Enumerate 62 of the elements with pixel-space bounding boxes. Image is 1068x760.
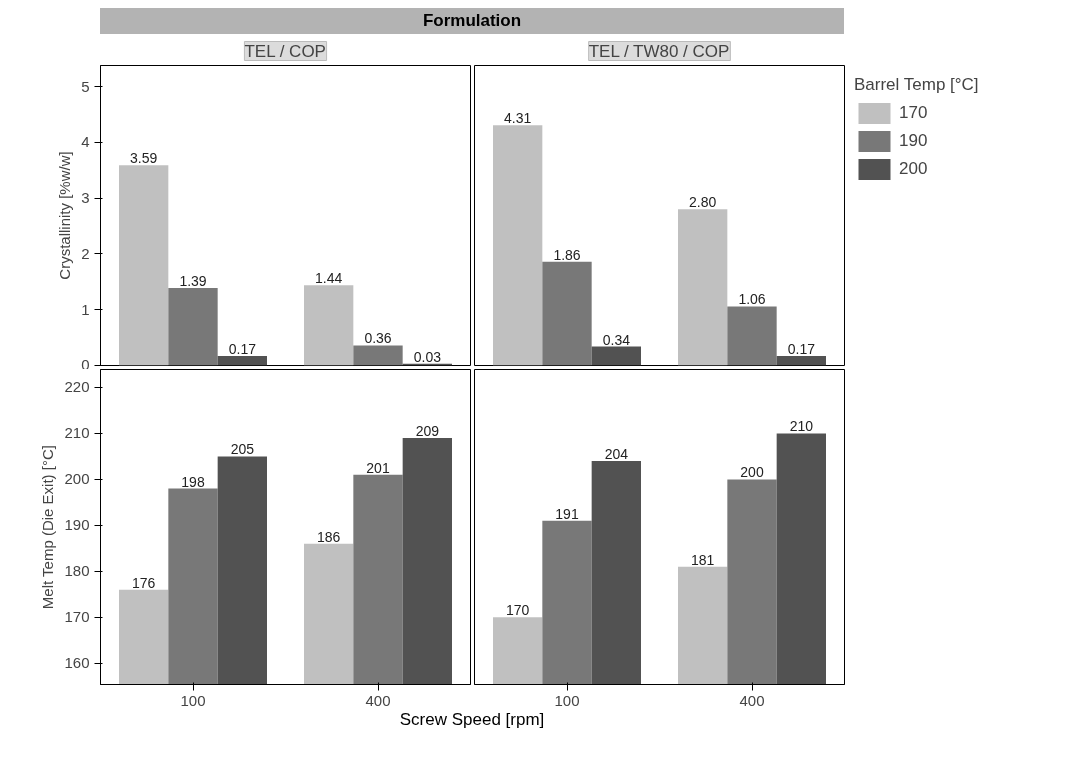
y-tick-label: 5 — [81, 77, 90, 95]
data-label: 201 — [366, 459, 390, 476]
y-tick-label: 200 — [64, 470, 90, 488]
data-label: 209 — [415, 423, 440, 440]
y-tick-label: 210 — [64, 424, 90, 442]
chart-title: TEL / COP — [244, 41, 326, 61]
y-tick-label: 2 — [81, 244, 90, 262]
text: Formulation — [422, 10, 522, 32]
data-label: 1.39 — [179, 272, 207, 289]
data-label: 1.44 — [315, 270, 343, 287]
bar — [542, 261, 592, 366]
x-axis-title: Screw Speed [rpm] — [399, 709, 545, 731]
bar — [119, 165, 169, 366]
chart-title: TEL / TW80 / COP — [588, 41, 730, 61]
y-axis-title: Melt Temp (Die Exit) [°C] — [39, 445, 57, 610]
bar — [217, 356, 267, 366]
x-tick-label: 100 — [180, 691, 206, 709]
data-label: 0.36 — [364, 330, 392, 347]
data-label: 2.80 — [689, 194, 717, 211]
y-tick-label: 3 — [81, 189, 90, 207]
data-label: 210 — [789, 418, 814, 435]
legend-label: 190 — [899, 131, 928, 151]
y-tick-label: 220 — [64, 378, 90, 396]
y-tick-label: 170 — [64, 608, 90, 626]
data-label: 176 — [131, 574, 156, 591]
data-label: 204 — [604, 446, 629, 463]
legend-title: Barrel Temp [°C] — [854, 75, 979, 95]
data-label: 1.86 — [553, 246, 581, 263]
bar — [776, 356, 826, 366]
bar — [678, 209, 728, 366]
data-label: 3.59 — [130, 150, 158, 167]
data-label: 191 — [555, 505, 579, 522]
bar — [168, 287, 218, 366]
data-label: 205 — [230, 441, 255, 458]
legend-label: 170 — [899, 103, 928, 123]
bar — [493, 125, 543, 366]
data-label: 186 — [316, 528, 341, 545]
data-label: 0.17 — [787, 341, 816, 358]
data-label: 198 — [181, 473, 205, 490]
bar — [304, 285, 354, 366]
data-label: 4.31 — [504, 110, 532, 127]
y-tick-label: 4 — [81, 133, 90, 151]
data-label: 1.06 — [738, 291, 766, 308]
data-label: 0.34 — [602, 331, 631, 348]
y-axis-title: Crystallinity [%w/w] — [56, 151, 74, 280]
y-tick-label: 160 — [64, 654, 90, 672]
data-label: 0.03 — [413, 348, 442, 365]
data-label: 200 — [740, 464, 764, 481]
legend-label: 200 — [899, 159, 928, 179]
bar — [591, 346, 641, 366]
x-tick-label: 400 — [365, 691, 391, 709]
y-tick-label: 190 — [64, 516, 90, 534]
data-label: 181 — [690, 551, 715, 568]
x-tick-label: 400 — [739, 691, 765, 709]
y-tick-label: 1 — [81, 300, 90, 318]
data-label: 170 — [505, 602, 530, 619]
bar — [727, 306, 777, 366]
data-label: 0.17 — [228, 341, 257, 358]
y-tick-label: 180 — [64, 562, 90, 580]
x-tick-label: 100 — [554, 691, 580, 709]
y-tick-label: 0 — [81, 355, 90, 373]
bar — [353, 345, 403, 366]
